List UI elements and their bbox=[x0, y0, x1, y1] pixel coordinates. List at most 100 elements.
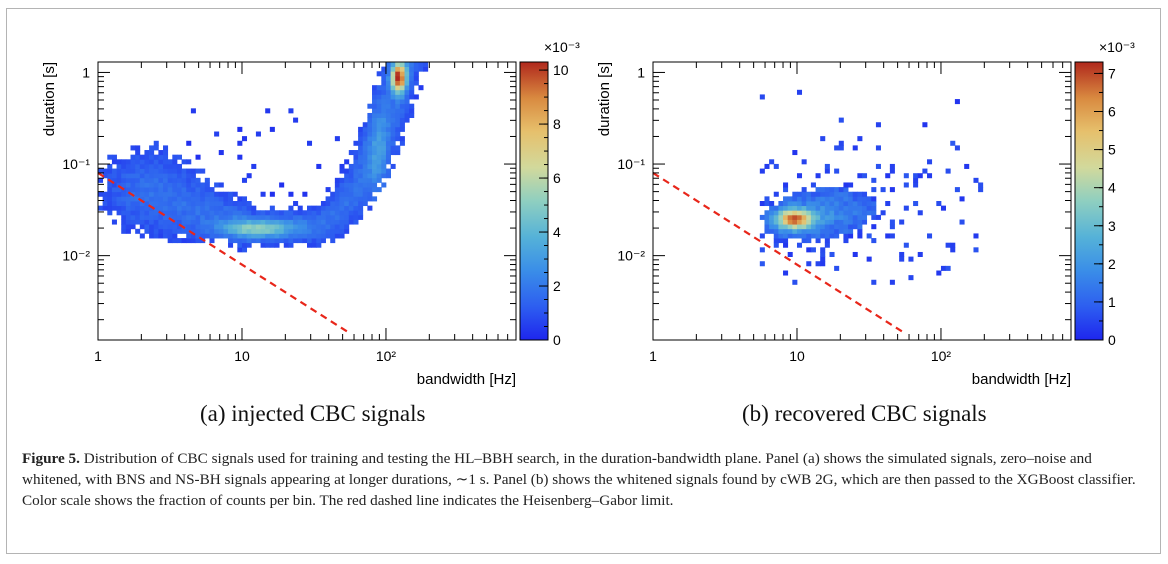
heatmap-cell bbox=[158, 228, 164, 234]
heatmap-cell bbox=[801, 214, 807, 220]
heatmap-cell bbox=[353, 163, 359, 169]
heatmap-cell bbox=[181, 173, 187, 179]
heatmap-cell bbox=[269, 224, 275, 230]
heatmap-cell bbox=[381, 71, 387, 77]
heatmap-cell bbox=[232, 205, 238, 211]
heatmap-cell bbox=[367, 205, 373, 211]
heatmap-cell bbox=[325, 224, 331, 230]
heatmap-cell bbox=[848, 196, 854, 202]
heatmap-cell bbox=[237, 242, 243, 248]
heatmap-cell bbox=[125, 205, 131, 211]
heatmap-cell bbox=[172, 228, 178, 234]
heatmap-cell bbox=[320, 233, 326, 239]
heatmap-cell bbox=[241, 177, 248, 183]
heatmap-cell bbox=[344, 210, 350, 216]
heatmap-cell bbox=[121, 159, 127, 165]
heatmap-cell bbox=[344, 224, 350, 230]
heatmap-cell bbox=[796, 228, 803, 234]
heatmap-cell bbox=[353, 210, 359, 216]
heatmap-cell bbox=[385, 112, 391, 118]
heatmap-cell bbox=[158, 159, 164, 165]
heatmap-cell bbox=[158, 187, 164, 193]
heatmap-cell bbox=[815, 233, 821, 239]
heatmap-cell bbox=[251, 238, 257, 244]
heatmap-cell bbox=[125, 224, 131, 230]
heatmap-cell bbox=[237, 205, 243, 211]
heatmap-cell bbox=[307, 238, 313, 244]
heatmap-cell bbox=[376, 85, 382, 91]
heatmap-cell bbox=[283, 219, 289, 225]
heatmap-cell bbox=[372, 108, 378, 114]
heatmap-cell bbox=[404, 89, 410, 95]
heatmap-cells bbox=[98, 62, 429, 253]
heatmap-cell bbox=[773, 205, 779, 211]
heatmap-cell bbox=[334, 187, 340, 193]
heatmap-cell bbox=[820, 247, 826, 253]
heatmap-cell bbox=[820, 191, 826, 197]
heatmap-cell bbox=[204, 191, 210, 197]
heatmap-cell bbox=[149, 210, 155, 216]
heatmap-cell bbox=[153, 228, 159, 234]
heatmap-cell bbox=[404, 66, 410, 72]
heatmap-cell bbox=[167, 177, 173, 183]
heatmap-cell bbox=[820, 136, 826, 142]
heatmap-cell bbox=[903, 242, 909, 248]
heatmap-cell bbox=[367, 103, 373, 109]
heatmap-cell bbox=[149, 191, 155, 197]
heatmap-cell bbox=[843, 233, 849, 239]
heatmap-cell bbox=[866, 196, 872, 202]
heatmap-cell bbox=[339, 177, 345, 183]
heatmap-cell bbox=[801, 233, 807, 239]
heatmap-cell bbox=[125, 210, 131, 216]
heatmap-cell bbox=[195, 168, 201, 174]
heatmap-cell bbox=[116, 187, 122, 193]
heatmap-cell bbox=[852, 145, 858, 151]
heatmap-cell bbox=[139, 187, 145, 193]
heatmap-cell bbox=[829, 196, 835, 202]
heatmap-cell bbox=[773, 219, 779, 225]
heatmap-cell bbox=[172, 238, 178, 244]
heatmap-cell bbox=[376, 126, 382, 132]
x-tick-label: 10² bbox=[931, 348, 952, 364]
heatmap-cell bbox=[815, 210, 821, 216]
heatmap-cell bbox=[269, 242, 275, 248]
heatmap-cell bbox=[395, 145, 401, 151]
heatmap-cell bbox=[395, 126, 401, 132]
heatmap-cell bbox=[862, 191, 868, 197]
heatmap-cell bbox=[288, 242, 294, 248]
heatmap-cell bbox=[204, 224, 210, 230]
heatmap-cell bbox=[214, 224, 220, 230]
heatmap-cell bbox=[186, 233, 192, 239]
heatmap-cell bbox=[385, 99, 391, 105]
heatmap-cell bbox=[190, 177, 196, 183]
heatmap-cell bbox=[302, 219, 308, 225]
heatmap-cell bbox=[246, 205, 252, 211]
heatmap-cell bbox=[269, 210, 275, 216]
heatmap-cell bbox=[200, 205, 206, 211]
heatmap-cell bbox=[862, 196, 868, 202]
heatmap-cell bbox=[330, 191, 336, 197]
heatmap-cell bbox=[852, 191, 858, 197]
heatmap-cell bbox=[209, 191, 215, 197]
heatmap-cell bbox=[214, 228, 220, 234]
heatmap-cell bbox=[116, 168, 122, 174]
heatmap-cell bbox=[135, 150, 141, 156]
heatmap-cell bbox=[367, 177, 373, 183]
heatmap-cell bbox=[293, 210, 299, 216]
heatmap-cell bbox=[158, 150, 164, 156]
heatmap-cell bbox=[399, 75, 405, 81]
heatmap-cell bbox=[783, 242, 789, 248]
heatmap-cell bbox=[829, 201, 835, 207]
heatmap-cell bbox=[153, 145, 159, 151]
heatmap-cell bbox=[806, 205, 812, 211]
colorbar bbox=[1074, 61, 1104, 341]
heatmap-cell bbox=[102, 168, 108, 174]
heatmap-cell bbox=[144, 187, 150, 193]
heatmap-cell bbox=[316, 242, 322, 248]
heatmap-cell bbox=[297, 224, 303, 230]
heatmap-cell bbox=[111, 168, 117, 174]
heatmap-cell bbox=[959, 196, 965, 202]
heatmap-cell bbox=[307, 224, 313, 230]
heatmap-cell bbox=[399, 71, 405, 77]
heatmap-cell bbox=[135, 205, 141, 211]
